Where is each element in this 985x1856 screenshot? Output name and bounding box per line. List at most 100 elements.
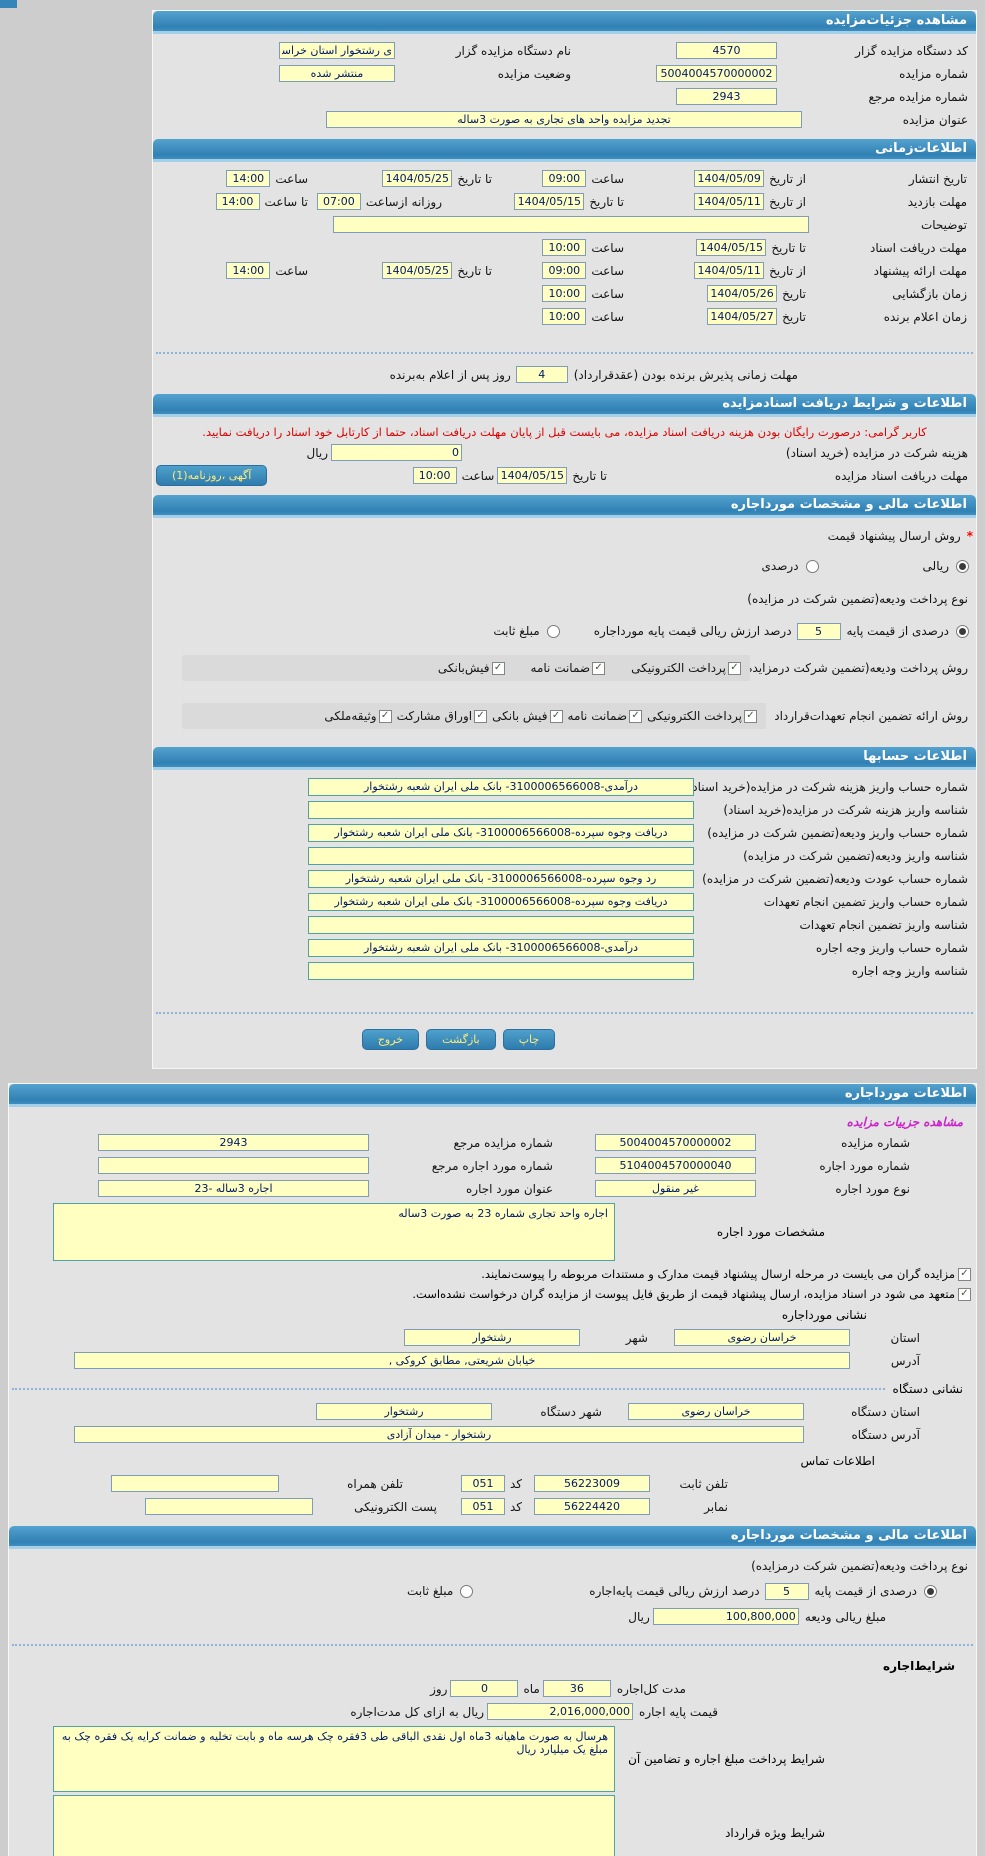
doc-fee-field[interactable] bbox=[331, 444, 462, 461]
auction-ref-field[interactable] bbox=[676, 88, 777, 105]
account-field[interactable] bbox=[308, 938, 694, 957]
checkbox-checked-icon[interactable] bbox=[958, 1267, 971, 1281]
item-desc-textarea[interactable]: اجاره واحد تجاری شماره 23 به صورت 3ساله bbox=[53, 1203, 615, 1261]
time-field[interactable] bbox=[542, 285, 587, 302]
date-field[interactable] bbox=[382, 170, 453, 187]
fax-field[interactable] bbox=[534, 1498, 650, 1515]
description-field[interactable] bbox=[333, 216, 809, 233]
radio-deposit-percent-selected[interactable] bbox=[956, 624, 969, 638]
email-field[interactable] bbox=[144, 1498, 313, 1515]
account-field[interactable] bbox=[308, 961, 694, 980]
pay-method-item[interactable]: ضمانت نامه bbox=[531, 661, 606, 675]
time-field[interactable] bbox=[542, 170, 587, 187]
guarantee-method-item[interactable]: فیش بانکی bbox=[492, 709, 563, 723]
accounts-body: شماره حساب واریز هزینه شرکت در مزایده(خر… bbox=[153, 770, 976, 1068]
account-field[interactable] bbox=[308, 777, 694, 796]
exit-button[interactable]: خروج bbox=[361, 1029, 420, 1050]
radio-deposit-percent2-selected[interactable] bbox=[924, 1584, 937, 1598]
checkbox-checked-icon[interactable] bbox=[728, 661, 741, 675]
date-field[interactable] bbox=[696, 239, 767, 256]
print-button[interactable]: چاپ bbox=[502, 1029, 556, 1050]
account-field[interactable] bbox=[308, 800, 694, 819]
date-field[interactable] bbox=[497, 467, 568, 484]
item-title-field[interactable] bbox=[98, 1180, 369, 1197]
time-field[interactable] bbox=[542, 308, 587, 325]
checkbox-checked-icon[interactable] bbox=[549, 709, 563, 723]
checkbox-checked-icon[interactable] bbox=[629, 709, 643, 723]
checkbox-checked-icon[interactable] bbox=[744, 709, 757, 723]
checkbox-checked-icon[interactable] bbox=[491, 661, 505, 675]
date-field[interactable] bbox=[694, 193, 765, 210]
province-field[interactable] bbox=[674, 1329, 850, 1346]
checkbox-checked-icon[interactable] bbox=[378, 709, 392, 723]
special-terms-textarea[interactable] bbox=[53, 1795, 615, 1856]
guarantee-method-label: ضمانت نامه bbox=[567, 709, 628, 723]
date-field[interactable] bbox=[707, 308, 778, 325]
radio-deposit-fixed[interactable] bbox=[546, 624, 560, 638]
account-field[interactable] bbox=[308, 846, 694, 865]
fax-code-field[interactable] bbox=[460, 1498, 505, 1515]
auction-status-field[interactable] bbox=[279, 65, 395, 82]
item-type-field[interactable] bbox=[595, 1180, 756, 1197]
back-button[interactable]: بازگشت bbox=[426, 1029, 496, 1050]
guarantee-method-item[interactable]: اوراق مشارکت bbox=[397, 709, 488, 723]
city-field[interactable] bbox=[404, 1329, 580, 1346]
date-field[interactable] bbox=[694, 170, 765, 187]
mobile-field[interactable] bbox=[110, 1475, 279, 1492]
account-row: شناسه واریز وجه اجاره bbox=[156, 959, 973, 982]
winner-accept-days-field[interactable] bbox=[515, 366, 568, 383]
deposit-percent-suffix: درصد ارزش ریالی قیمت پایه مورداجاره bbox=[593, 624, 792, 638]
radio-percent[interactable] bbox=[805, 559, 819, 573]
account-field[interactable] bbox=[308, 869, 694, 888]
date-field[interactable] bbox=[694, 262, 765, 279]
auction-subject-field[interactable] bbox=[326, 111, 802, 128]
auction-no-field[interactable] bbox=[595, 1134, 756, 1151]
device-name-field[interactable] bbox=[279, 42, 395, 59]
item-ref-field[interactable] bbox=[98, 1157, 369, 1174]
time-field[interactable] bbox=[316, 193, 361, 210]
phone-field[interactable] bbox=[534, 1475, 650, 1492]
account-field[interactable] bbox=[308, 915, 694, 934]
deposit-percent2-label: درصدی از قیمت پایه bbox=[814, 1584, 917, 1598]
auction-ref-field[interactable] bbox=[98, 1134, 369, 1151]
time-field[interactable] bbox=[412, 467, 457, 484]
deposit-percent-field[interactable] bbox=[796, 622, 841, 640]
pay-method-item[interactable]: فیش‌بانکی bbox=[438, 661, 505, 675]
time-field[interactable] bbox=[215, 193, 260, 210]
radio-rial-selected[interactable] bbox=[956, 559, 969, 573]
device-province-field[interactable] bbox=[628, 1403, 804, 1420]
base-price-field[interactable] bbox=[487, 1703, 634, 1720]
address-field[interactable] bbox=[74, 1352, 850, 1369]
time-field[interactable] bbox=[542, 262, 587, 279]
time-field[interactable] bbox=[226, 262, 271, 279]
device-address-field[interactable] bbox=[74, 1426, 804, 1443]
device-city-field[interactable] bbox=[316, 1403, 492, 1420]
guarantee-method-item[interactable]: ضمانت نامه bbox=[568, 709, 643, 723]
date-field[interactable] bbox=[382, 262, 453, 279]
time-field[interactable] bbox=[542, 239, 587, 256]
date-field[interactable] bbox=[707, 285, 778, 302]
checkbox-checked-icon[interactable] bbox=[474, 709, 488, 723]
account-field[interactable] bbox=[308, 823, 694, 842]
device-code-field[interactable] bbox=[676, 42, 777, 59]
date-field[interactable] bbox=[514, 193, 585, 210]
guarantee-method-item[interactable]: وثیقه‌ملکی bbox=[324, 709, 392, 723]
radio-deposit-fixed2[interactable] bbox=[460, 1584, 474, 1598]
newspaper-ad-button[interactable]: آگهی ،روزنامه(1) bbox=[156, 465, 268, 486]
checkbox-checked-icon[interactable] bbox=[592, 661, 606, 675]
view-auction-details-link[interactable]: مشاهده جزییات مزایده bbox=[846, 1115, 963, 1129]
account-field[interactable] bbox=[308, 892, 694, 911]
checkbox-checked-icon[interactable] bbox=[958, 1287, 971, 1301]
time-field[interactable] bbox=[226, 170, 271, 187]
duration-months-field[interactable] bbox=[542, 1680, 611, 1697]
item-no-field[interactable] bbox=[595, 1157, 756, 1174]
deposit-percent2-field[interactable] bbox=[764, 1582, 809, 1600]
deposit-amount-field[interactable] bbox=[652, 1608, 799, 1625]
guarantee-method-item[interactable]: پرداخت الکترونیکی bbox=[647, 709, 757, 723]
duration-days-field[interactable] bbox=[450, 1680, 519, 1697]
winner-accept-suffix: روز پس از اعلام به‌برنده bbox=[389, 367, 511, 382]
phone-code-field[interactable] bbox=[460, 1475, 505, 1492]
auction-number-field[interactable] bbox=[656, 65, 777, 82]
pay-method-item[interactable]: پرداخت الکترونیکی bbox=[631, 661, 741, 675]
payment-terms-textarea[interactable]: هرسال به صورت ماهیانه 3ماه اول نقدی البا… bbox=[53, 1726, 615, 1792]
